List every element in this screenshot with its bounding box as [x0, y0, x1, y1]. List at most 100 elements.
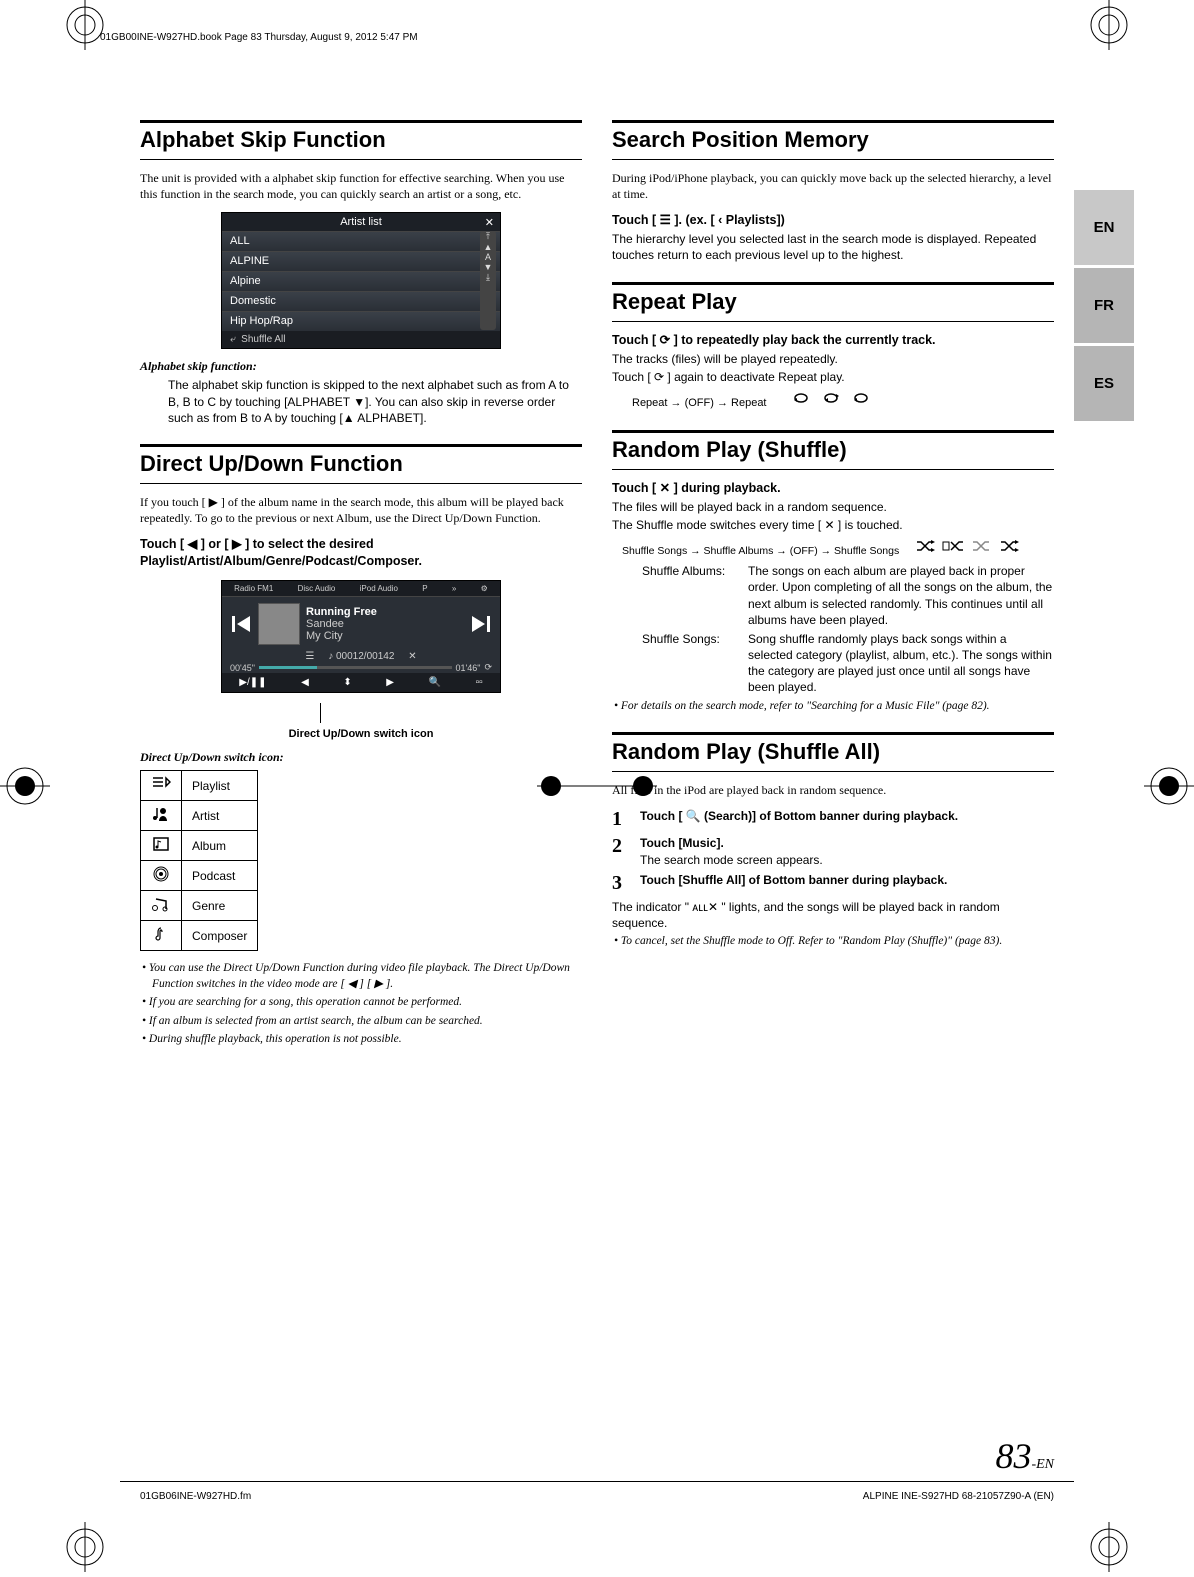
search-pos-body: The hierarchy level you selected last in…: [612, 231, 1054, 263]
reg-mark-mr: [1144, 761, 1194, 811]
repeat-icon: ⟳: [484, 662, 492, 673]
shuffle-all-label: Shuffle All: [241, 334, 285, 345]
step-2: 2 Touch [Music].The search mode screen a…: [612, 835, 1054, 867]
list-item: Hip Hop/Rap: [230, 315, 293, 328]
next-track-icon: [470, 612, 494, 636]
repeat-off-icon: [821, 390, 843, 406]
table-row-label: Podcast: [182, 861, 258, 891]
alphabet-skip-subhead: Alphabet skip function:: [140, 359, 582, 374]
icon-table: Playlist Artist Album Podcast Genre Comp…: [140, 770, 258, 951]
back-icon: ⤶: [230, 334, 236, 345]
footer-right: ALPINE INE-S927HD 68-21057Z90-A (EN): [863, 1491, 1054, 1502]
src-tab: Disc Audio: [298, 584, 336, 593]
direct-updown-instr: Touch [ ◀ ] or [ ▶ ] to select the desir…: [140, 536, 582, 570]
pointer-line: [320, 703, 582, 723]
random-l1: The files will be played back in a rando…: [612, 499, 1054, 515]
heading-alphabet-skip: Alphabet Skip Function: [140, 120, 582, 160]
playlist-icon: [141, 771, 182, 801]
artist-list-screenshot: Artist list ✕ ALL▶ ALPINE▶ Alpine▶ Domes…: [221, 212, 501, 349]
shuffle-albums-icon: [942, 538, 964, 554]
time-elapsed: 00'45": [230, 663, 255, 673]
repeat-one-icon: [791, 390, 813, 406]
repeat-bold: Touch [ ⟳ ] to repeatedly play back the …: [612, 332, 1054, 349]
book-header-line: 01GB00INE-W927HD.book Page 83 Thursday, …: [100, 32, 418, 43]
footer-left: 01GB06INE-W927HD.fm: [140, 1491, 251, 1502]
artist-icon: [141, 801, 182, 831]
time-total: 01'46": [456, 663, 481, 673]
shuffle-sequence: Shuffle Songs → Shuffle Albums → (OFF) →…: [622, 545, 899, 557]
prev-track-icon: [228, 612, 252, 636]
src-tab: iPod Audio: [360, 584, 398, 593]
icon-table-heading: Direct Up/Down switch icon:: [140, 750, 582, 765]
track-title: Running Free: [306, 606, 464, 618]
alphabet-skip-desc: The alphabet skip function is skipped to…: [168, 377, 582, 426]
note: • You can use the Direct Up/Down Functio…: [152, 961, 582, 992]
table-row-label: Album: [182, 831, 258, 861]
player-caption: Direct Up/Down switch icon: [140, 728, 582, 740]
track-artist: Sandee: [306, 618, 464, 630]
shuffle-songs-icon: [914, 538, 936, 554]
repeat-icons-row: [791, 390, 873, 406]
table-row-label: Playlist: [182, 771, 258, 801]
album-art: [258, 603, 300, 645]
list-item: Alpine: [230, 275, 261, 288]
note: • During shuffle playback, this operatio…: [152, 1032, 582, 1048]
step-1: 1 Touch [ 🔍 (Search)] of Bottom banner d…: [612, 808, 1054, 831]
table-row-label: Artist: [182, 801, 258, 831]
album-icon: [141, 831, 182, 861]
gear-icon: ⚙: [481, 584, 488, 593]
heading-repeat: Repeat Play: [612, 282, 1054, 322]
shuffle-albums-def: Shuffle Albums: The songs on each album …: [642, 563, 1054, 628]
shuffle-icon: ✕: [408, 651, 416, 662]
page-number: 83-EN: [995, 1435, 1054, 1477]
lang-tab-fr: FR: [1074, 268, 1134, 343]
reg-mark-br: [1084, 1522, 1134, 1572]
left-column: Alphabet Skip Function The unit is provi…: [140, 120, 582, 1452]
list-item: ALL: [230, 235, 250, 248]
heading-random-all: Random Play (Shuffle All): [612, 732, 1054, 772]
genre-icon: [141, 891, 182, 921]
random-l2: The Shuffle mode switches every time [ ✕…: [612, 517, 1054, 533]
search-pos-bold: Touch [ ☰ ]. (ex. [ ‹ Playlists]): [612, 212, 1054, 229]
shuffle-songs-def: Shuffle Songs: Song shuffle randomly pla…: [642, 631, 1054, 696]
src-tab: Radio FM1: [234, 584, 273, 593]
play-pause-icon: ▶/❚❚: [239, 677, 266, 688]
heading-random: Random Play (Shuffle): [612, 430, 1054, 470]
reg-mark-bl: [60, 1522, 110, 1572]
close-icon: ✕: [485, 216, 494, 229]
lang-tab-es: ES: [1074, 346, 1134, 421]
fwd-icon: ▶: [386, 677, 394, 688]
language-tabs: EN FR ES: [1074, 190, 1134, 424]
shuffle-icons-row: [914, 538, 1020, 554]
list-item: ALPINE: [230, 255, 269, 268]
track-album: My City: [306, 630, 464, 642]
composer-icon: [141, 921, 182, 951]
note: • To cancel, set the Shuffle mode to Off…: [624, 934, 1054, 950]
right-column: Search Position Memory During iPod/iPhon…: [612, 120, 1054, 1452]
search-pos-intro: During iPod/iPhone playback, you can qui…: [612, 170, 1054, 202]
random-all-after: The indicator " ᴀʟʟ✕ " lights, and the s…: [612, 899, 1054, 931]
podcast-icon: [141, 861, 182, 891]
search-icon: 🔍: [429, 677, 441, 688]
artist-list-title: Artist list: [340, 216, 382, 228]
random-bold: Touch [ ✕ ] during playback.: [612, 480, 1054, 497]
direct-updown-intro: If you touch [ ▶ ] of the album name in …: [140, 494, 582, 526]
repeat-l1: The tracks (files) will be played repeat…: [612, 351, 1054, 367]
rew-icon: ◀: [301, 677, 309, 688]
track-count: ♪ 00012/00142: [328, 651, 394, 662]
reg-mark-ml: [0, 761, 50, 811]
lang-tab-en: EN: [1074, 190, 1134, 265]
updown-icon: ⬍: [343, 677, 351, 688]
heading-direct-updown: Direct Up/Down Function: [140, 444, 582, 484]
note: • For details on the search mode, refer …: [624, 699, 1054, 715]
more-icon: »: [452, 584, 456, 593]
footer-rule: [120, 1481, 1074, 1482]
heading-search-pos: Search Position Memory: [612, 120, 1054, 160]
shuffle-songs-icon: [998, 538, 1020, 554]
repeat-l2: Touch [ ⟳ ] again to deactivate Repeat p…: [612, 369, 1054, 385]
note: • If an album is selected from an artist…: [152, 1014, 582, 1030]
alphabet-skip-intro: The unit is provided with a alphabet ski…: [140, 170, 582, 202]
repeat-sequence: Repeat → (OFF) → Repeat: [632, 397, 767, 409]
player-screenshot: Radio FM1 Disc Audio iPod Audio P » ⚙ Ru…: [221, 580, 501, 693]
table-row-label: Composer: [182, 921, 258, 951]
